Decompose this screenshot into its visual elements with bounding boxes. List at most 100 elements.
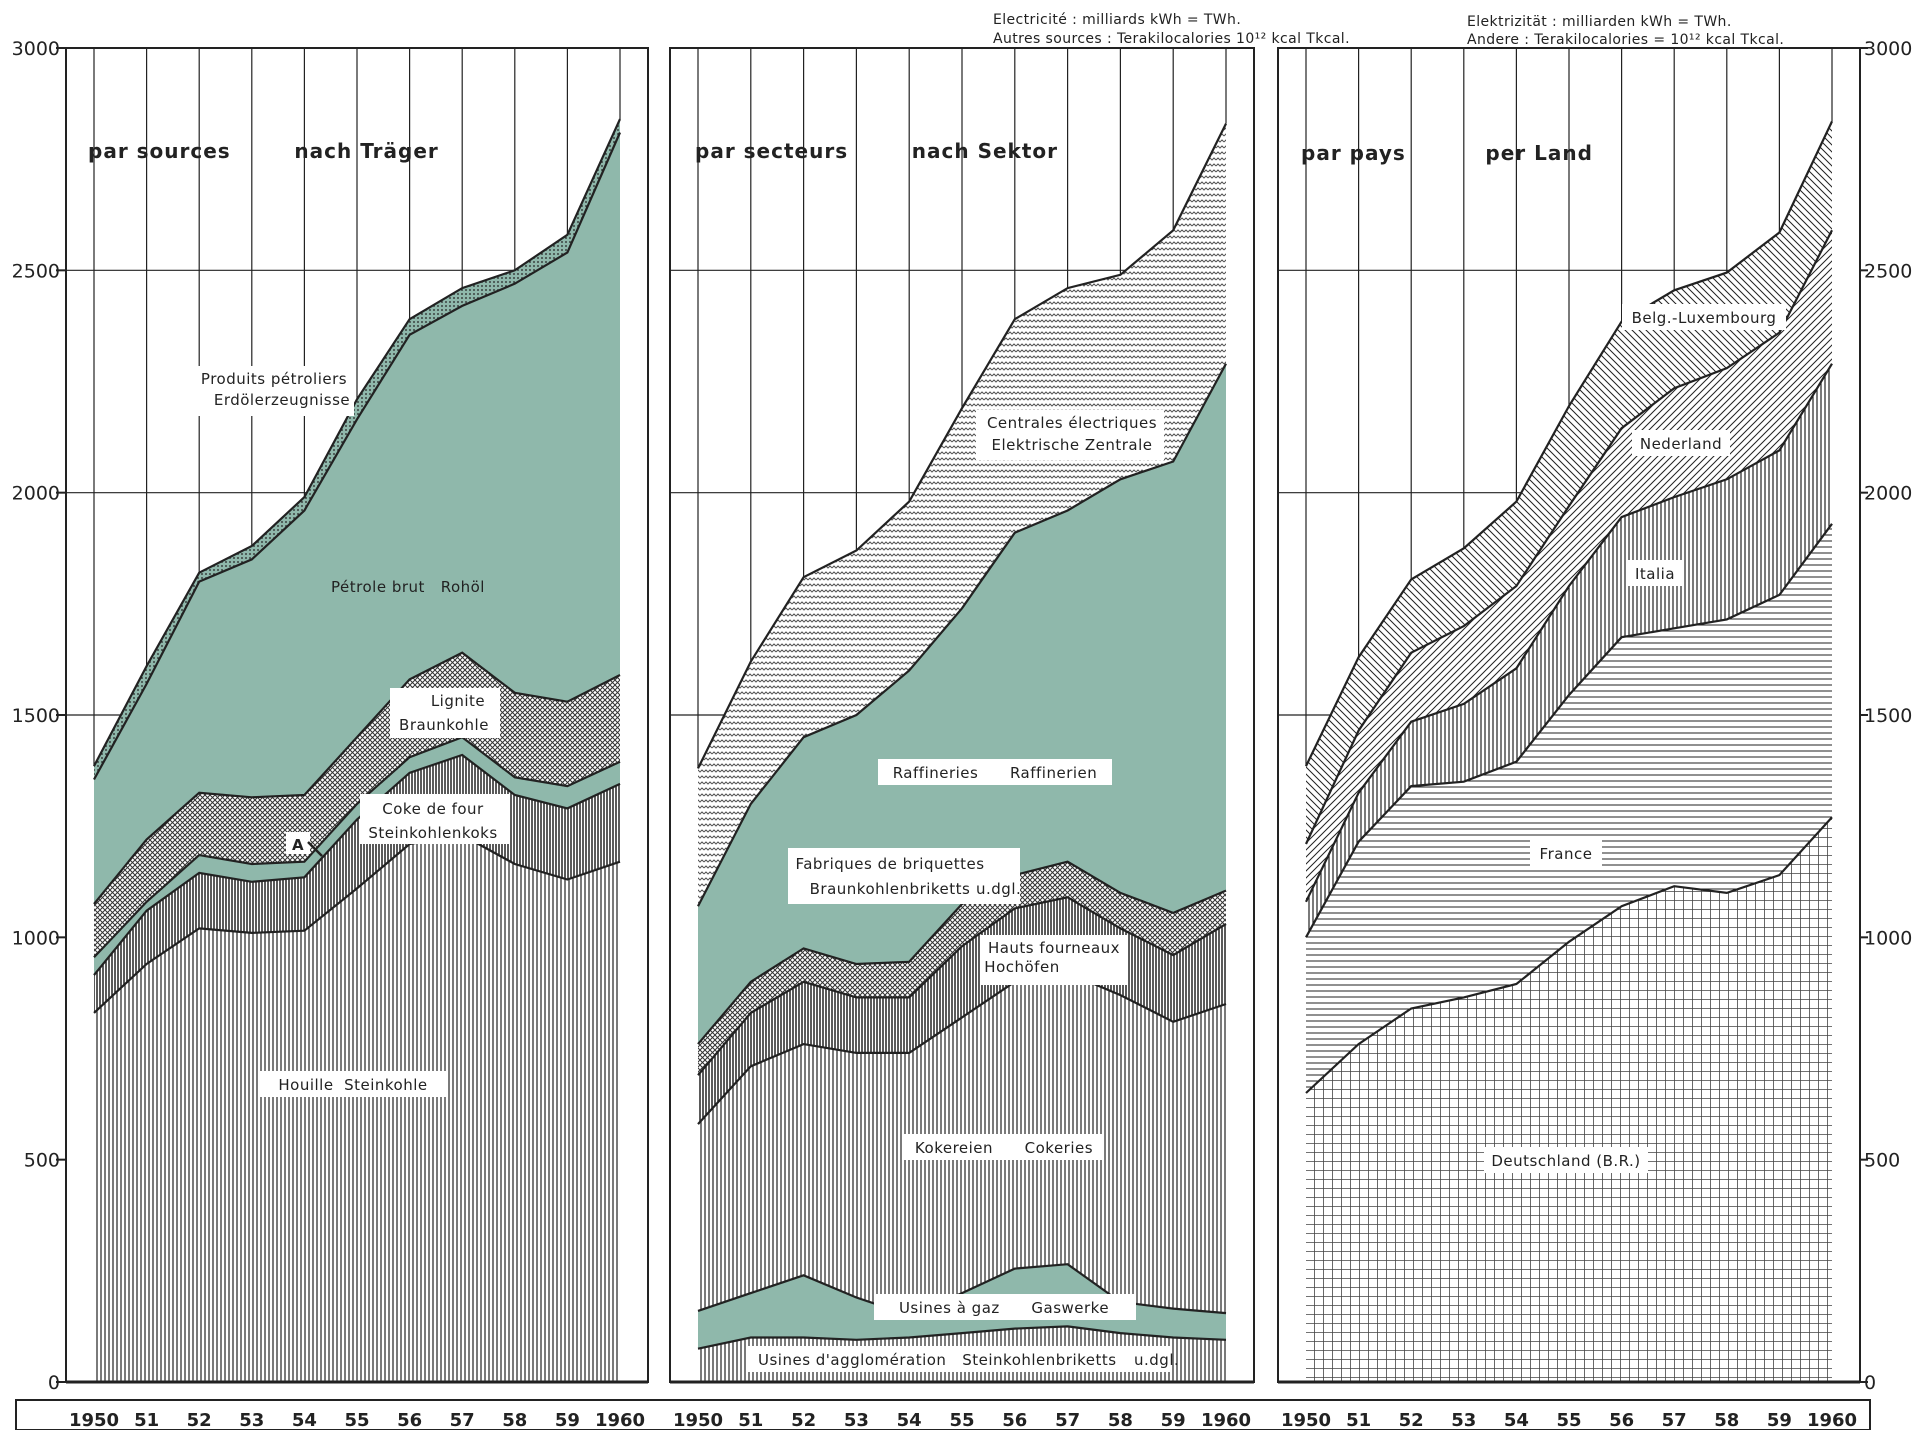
label-fabriques-small: u.dgl. bbox=[976, 880, 1021, 898]
y-tick-label-left: 1500 bbox=[12, 705, 60, 727]
label-italia: Italia bbox=[1635, 565, 1675, 583]
x-tick-label: 56 bbox=[1002, 1410, 1027, 1430]
x-tick-label: 59 bbox=[1767, 1410, 1792, 1430]
unit-header-fr-line1: Electricité : milliards kWh = TWh. bbox=[993, 12, 1241, 28]
label-deutschland: Deutschland (B.R.) bbox=[1491, 1152, 1640, 1170]
panel-secteurs-xticks: 1950 51 52 53 54 55 56 57 58 59 1960 bbox=[673, 1410, 1251, 1430]
x-tick-label: 1950 bbox=[69, 1410, 119, 1430]
panel-secteurs-frame bbox=[669, 47, 1255, 1384]
x-tick-label: 52 bbox=[187, 1410, 212, 1430]
x-tick-label: 59 bbox=[555, 1410, 580, 1430]
label-lignite-2: Braunkohle bbox=[399, 716, 489, 734]
label-kokereien: Kokereien Cokeries bbox=[915, 1139, 1093, 1157]
boundary-line bbox=[697, 363, 1227, 907]
x-tick-label: 57 bbox=[1055, 1410, 1080, 1430]
panel-par-secteurs: par secteurs nach Sektor 1950 51 52 53 54 55 5… bbox=[669, 47, 1255, 1430]
boundary-line bbox=[697, 896, 1227, 1076]
x-tick-label: 55 bbox=[344, 1410, 369, 1430]
boundary-line bbox=[93, 735, 621, 959]
y-tick-label-left: 1000 bbox=[12, 927, 60, 949]
panel-sources-labels: Houille Steinkohle Coke de four Steinkoh… bbox=[196, 366, 510, 1097]
unit-header-de-line1: Elektrizität : milliarden kWh = TWh. bbox=[1467, 14, 1732, 30]
y-tick-label-left: 2500 bbox=[12, 260, 60, 282]
y-axis-left: 0 500 1000 1500 2000 2500 3000 bbox=[12, 38, 66, 1394]
area-deutschland-b-r bbox=[1306, 817, 1832, 1382]
label-coke-2: Steinkohlenkoks bbox=[368, 824, 497, 842]
area-produits-p-troliers-erd-lerzeugnisse bbox=[94, 119, 620, 780]
x-tick-label: 54 bbox=[897, 1410, 922, 1430]
x-axis-band bbox=[15, 1399, 1871, 1430]
panel-secteurs-labels: Usines d'agglomération Steinkohlenbriket… bbox=[748, 410, 1179, 1372]
x-tick-label: 54 bbox=[292, 1410, 317, 1430]
panel-par-pays: par pays per Land 1950 51 52 53 54 55 56 57 58 59… bbox=[1277, 47, 1861, 1430]
x-tick-label: 1960 bbox=[595, 1410, 645, 1430]
label-a: A bbox=[292, 836, 304, 854]
area-belg-luxembourg bbox=[1306, 121, 1832, 844]
label-raffineries: Raffineries Raffinerien bbox=[893, 764, 1098, 782]
x-tick-label: 54 bbox=[1504, 1410, 1529, 1430]
label-a-arrow bbox=[307, 841, 323, 857]
area-italia bbox=[1306, 363, 1832, 938]
label-hauts-2: Hochöfen bbox=[984, 958, 1059, 976]
x-tick-label: 51 bbox=[1346, 1410, 1371, 1430]
y-tick-label-right: 0 bbox=[1864, 1372, 1876, 1394]
area-nederland bbox=[1306, 230, 1832, 902]
x-tick-label: 59 bbox=[1161, 1410, 1186, 1430]
boundary-line bbox=[697, 1325, 1227, 1350]
x-tick-label: 52 bbox=[1399, 1410, 1424, 1430]
x-tick-label: 1950 bbox=[673, 1410, 723, 1430]
panel-sources-xticks: 1950 51 52 53 54 55 56 57 58 59 1960 bbox=[69, 1410, 645, 1430]
label-gaz: Usines à gaz Gaswerke bbox=[899, 1299, 1109, 1317]
boundary-line bbox=[93, 118, 622, 767]
y-tick-label-right: 500 bbox=[1864, 1150, 1900, 1172]
unit-header-de-line2: Andere : Terakilocalories = 10¹² kcal Tk… bbox=[1467, 32, 1784, 48]
unit-header: Electricité : milliards kWh = TWh. Autre… bbox=[993, 12, 1784, 48]
area-p-trole-brut-roh-l bbox=[94, 132, 620, 904]
boundary-line bbox=[93, 833, 621, 1014]
unit-header-fr-line2: Autres sources : Terakilocalories 10¹² k… bbox=[993, 31, 1350, 47]
label-fabriques-2: Braunkohlenbriketts bbox=[810, 880, 971, 898]
x-tick-label: 56 bbox=[397, 1410, 422, 1430]
panel-pays-title: par pays per Land bbox=[1301, 141, 1593, 165]
x-tick-label: 51 bbox=[738, 1410, 763, 1430]
boundary-line bbox=[93, 132, 622, 781]
y-axis-right: 0 500 1000 1500 2000 2500 3000 bbox=[1860, 38, 1912, 1394]
x-tick-label: 58 bbox=[502, 1410, 527, 1430]
label-belg: Belg.-Luxembourg bbox=[1632, 309, 1777, 327]
panel-pays-labels: Deutschland (B.R.) France Italia Nederla… bbox=[1484, 304, 1786, 1173]
boundary-line bbox=[1305, 120, 1833, 767]
panel-par-sources: par sources nach Träger 1950 51 52 53 54 55 56… bbox=[65, 47, 649, 1430]
y-tick-label-right: 3000 bbox=[1864, 38, 1912, 60]
label-lignite-1: Lignite bbox=[431, 692, 485, 710]
label-petrole: Pétrole brut Rohöl bbox=[331, 578, 485, 596]
label-france: France bbox=[1540, 845, 1593, 863]
x-tick-label: 58 bbox=[1714, 1410, 1739, 1430]
y-tick-label-right: 1000 bbox=[1864, 927, 1912, 949]
x-tick-label: 55 bbox=[1556, 1410, 1581, 1430]
boundary-line bbox=[697, 1263, 1227, 1317]
x-tick-label: 55 bbox=[949, 1410, 974, 1430]
boundary-line bbox=[93, 651, 621, 905]
label-produits-2: Erdölerzeugnisse bbox=[214, 391, 350, 409]
y-tick-label-right: 2500 bbox=[1864, 260, 1912, 282]
label-coke-1: Coke de four bbox=[382, 800, 484, 818]
boundary-line bbox=[697, 971, 1227, 1125]
boundary-line bbox=[1305, 816, 1833, 1094]
y-tick-label-left: 2000 bbox=[12, 483, 60, 505]
label-houille: Houille Steinkohle bbox=[278, 1076, 427, 1094]
boundary-line bbox=[1305, 363, 1833, 903]
label-nederland: Nederland bbox=[1640, 435, 1722, 453]
label-hauts-1: Hauts fourneaux bbox=[988, 939, 1120, 957]
x-tick-label: 58 bbox=[1108, 1410, 1133, 1430]
label-fabriques-1: Fabriques de briquettes bbox=[795, 855, 984, 873]
x-tick-label: 57 bbox=[450, 1410, 475, 1430]
y-tick-label-left: 3000 bbox=[12, 38, 60, 60]
panel-pays-xticks: 1950 51 52 53 54 55 56 57 58 59 1960 bbox=[1281, 1410, 1857, 1430]
panel-pays-areas bbox=[1305, 120, 1833, 1382]
y-tick-label-left: 500 bbox=[24, 1150, 60, 1172]
x-tick-label: 53 bbox=[844, 1410, 869, 1430]
label-agglo-small: u.dgl. bbox=[1134, 1351, 1179, 1369]
boundary-line bbox=[93, 753, 621, 976]
boundary-line bbox=[1305, 523, 1833, 938]
